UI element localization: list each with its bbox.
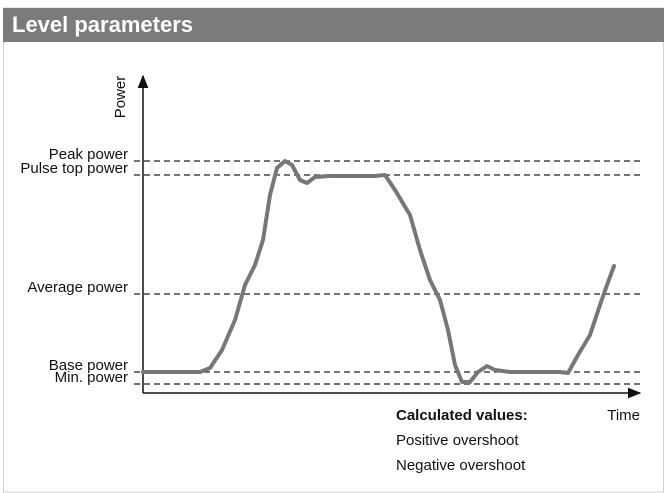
- x-axis-label: Time: [607, 407, 640, 424]
- header-bar: [3, 8, 664, 42]
- level-label: Base power: [49, 357, 128, 374]
- signal-curve: [141, 159, 616, 384]
- calculated-item: Negative overshoot: [396, 457, 526, 474]
- frame: [3, 7, 664, 493]
- level-label: Min. power: [55, 369, 128, 386]
- calculated-item: Positive overshoot: [396, 432, 519, 449]
- header-title: Level parameters: [12, 12, 193, 37]
- level-label: Peak power: [49, 146, 128, 163]
- calculated-title: Calculated values:: [396, 407, 528, 424]
- level-label: Pulse top power: [20, 160, 128, 177]
- y-axis-label: Power: [112, 76, 129, 119]
- level-label: Average power: [27, 279, 128, 296]
